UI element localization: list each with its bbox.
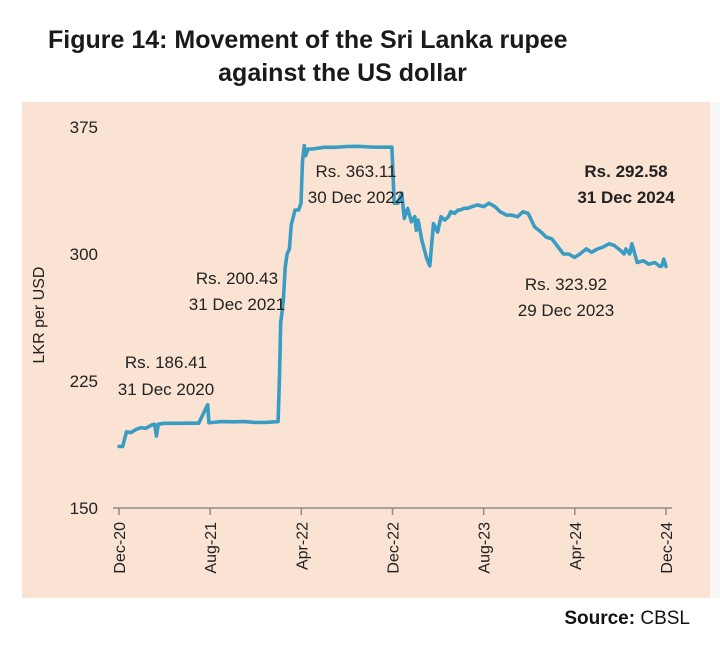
annotation-value: Rs. 200.43 <box>196 269 278 288</box>
chart-title-line2: against the US dollar <box>218 59 467 87</box>
x-tick-label: Apr-22 <box>294 522 311 570</box>
source-value: CBSL <box>640 608 690 629</box>
x-tick-label: Dec-20 <box>112 522 129 574</box>
annotation-date: 30 Dec 2022 <box>308 188 404 207</box>
x-tick-label: Aug-23 <box>477 522 494 574</box>
x-tick-label: Dec-22 <box>386 522 403 574</box>
annotation-date: 31 Dec 2020 <box>118 380 214 399</box>
annotation-value: Rs. 186.41 <box>125 353 207 372</box>
x-tick-label: Dec-24 <box>659 522 676 574</box>
annotation-value: Rs. 292.58 <box>584 162 667 181</box>
annotation-value: Rs. 363.11 <box>316 162 397 181</box>
source-note: Source: CBSL <box>564 608 690 630</box>
y-axis-label: LKR per USD <box>31 266 48 364</box>
chart-title-line1: Figure 14: Movement of the Sri Lanka rup… <box>48 26 568 54</box>
annotation-date: 31 Dec 2024 <box>577 188 675 207</box>
annotation-date: 31 Dec 2021 <box>189 295 285 314</box>
x-tick-label: Apr-24 <box>568 522 585 570</box>
y-tick-label: 375 <box>70 118 98 137</box>
source-label: Source: <box>564 608 636 629</box>
annotation-value: Rs. 323.92 <box>525 275 607 294</box>
chart-panel <box>22 102 710 598</box>
y-tick-label: 150 <box>70 499 98 518</box>
y-tick-label: 300 <box>70 245 98 264</box>
x-tick-label: Aug-21 <box>203 522 220 574</box>
annotation-date: 29 Dec 2023 <box>518 301 614 320</box>
chart-title: Figure 14: Movement of the Sri Lanka rup… <box>0 24 640 90</box>
adjacent-figure-edge <box>710 102 720 598</box>
exchange-rate-line <box>117 143 668 449</box>
y-tick-label: 225 <box>70 372 98 391</box>
